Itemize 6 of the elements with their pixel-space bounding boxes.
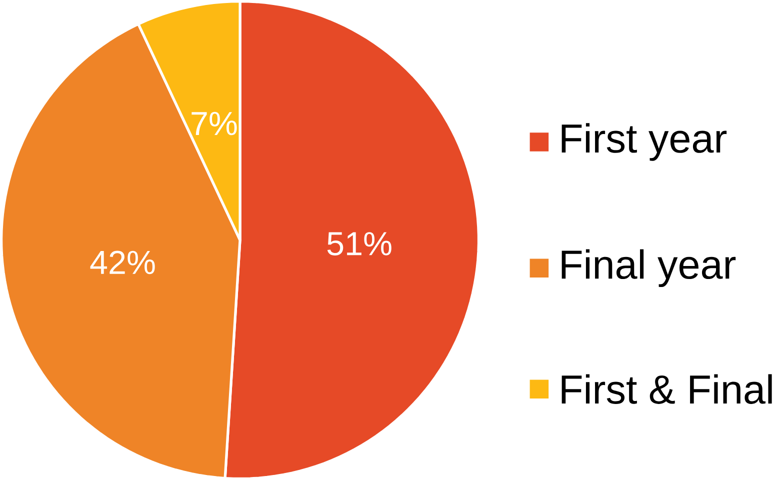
legend-label: First year [562,123,727,161]
data-label: 42% [90,250,155,274]
legend-label: Final year [562,249,736,288]
data-label: 7% [192,112,237,136]
legend-label: First & Final [562,374,772,404]
data-label: 51% [327,232,392,256]
